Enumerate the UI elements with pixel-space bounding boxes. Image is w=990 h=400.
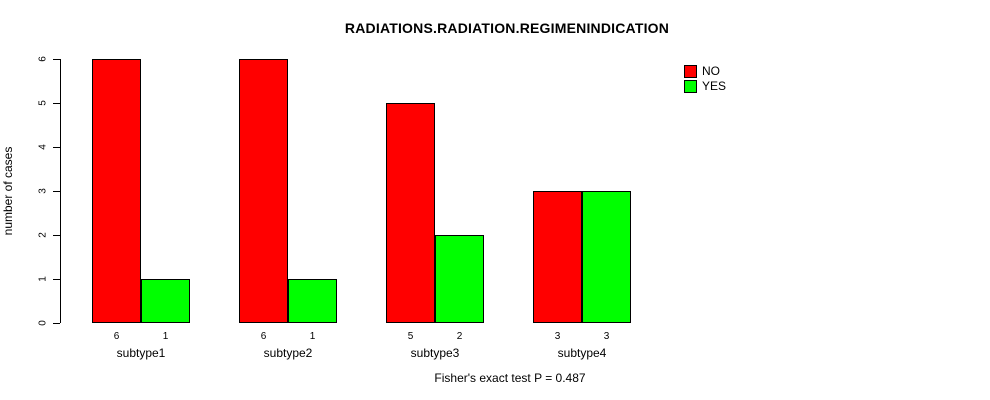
y-tick-label-text-6: 6 (37, 56, 49, 62)
legend-label-yes: YES (702, 79, 727, 93)
x-category-label-subtype3: subtype3 (410, 346, 460, 360)
legend-swatch-no (684, 65, 697, 78)
legend-item-yes: YES (684, 79, 726, 94)
bar-yes-subtype4 (582, 191, 631, 323)
x-category-label-subtype2: subtype2 (263, 346, 313, 360)
legend: NO YES (684, 64, 726, 94)
legend-label-no: NO (702, 64, 720, 78)
bar-value-label-yes-subtype4: 3 (603, 331, 610, 342)
y-tick-label-text-1: 1 (37, 276, 49, 282)
bar-value-label-yes-subtype1: 1 (162, 331, 169, 342)
y-axis-line (60, 59, 61, 323)
bar-value-label-no-subtype2: 6 (260, 331, 267, 342)
chart-title: RADIATIONS.RADIATION.REGIMENINDICATION (344, 20, 670, 36)
y-tick-label-text-3: 3 (37, 188, 49, 194)
bar-value-label-yes-subtype3: 2 (456, 331, 463, 342)
bar-yes-subtype2 (288, 279, 337, 323)
legend-swatch-yes (684, 80, 697, 93)
legend-item-no: NO (684, 64, 726, 79)
y-tick-4 (53, 147, 60, 148)
y-tick-5 (53, 103, 60, 104)
bar-no-subtype2 (239, 59, 288, 323)
y-tick-label-text-5: 5 (37, 100, 49, 106)
y-tick-label-text-4: 4 (37, 144, 49, 150)
bar-yes-subtype1 (141, 279, 190, 323)
y-tick-3 (53, 191, 60, 192)
y-tick-label-text-0: 0 (37, 320, 49, 326)
bar-no-subtype1 (92, 59, 141, 323)
annotation-fisher-test: Fisher's exact test P = 0.487 (434, 371, 586, 385)
bar-value-label-no-subtype4: 3 (554, 331, 561, 342)
bar-no-subtype4 (533, 191, 582, 323)
x-category-label-subtype1: subtype1 (116, 346, 166, 360)
y-tick-label-text-2: 2 (37, 232, 49, 238)
y-tick-6 (53, 59, 60, 60)
x-category-label-subtype4: subtype4 (557, 346, 607, 360)
y-tick-1 (53, 279, 60, 280)
bar-yes-subtype3 (435, 235, 484, 323)
y-tick-2 (53, 235, 60, 236)
bar-value-label-no-subtype1: 6 (113, 331, 120, 342)
bar-no-subtype3 (386, 103, 435, 323)
bar-value-label-no-subtype3: 5 (407, 331, 414, 342)
y-tick-0 (53, 323, 60, 324)
bar-value-label-yes-subtype2: 1 (309, 331, 316, 342)
